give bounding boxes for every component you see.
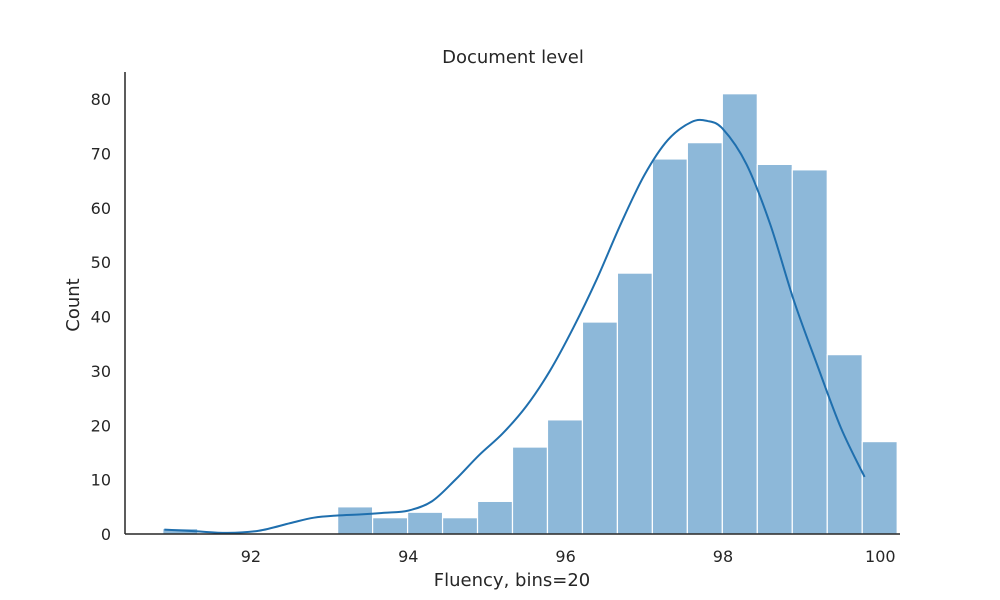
histogram-bar	[791, 169, 828, 535]
x-tick-label: 98	[713, 547, 733, 566]
y-tick-label: 70	[91, 145, 111, 164]
x-tick-label: 100	[865, 547, 896, 566]
y-tick-label: 60	[91, 199, 111, 218]
histogram-bar	[337, 506, 374, 535]
x-axis-label: Fluency, bins=20	[434, 570, 590, 591]
kde-curve	[164, 118, 866, 534]
histogram-bar	[581, 321, 619, 535]
y-ticks: 0 10 20 30 40 50 60 70 80	[91, 90, 111, 544]
x-ticks: 92 94 96 98 100	[241, 547, 896, 566]
histogram-bar	[441, 517, 479, 535]
histogram-bar	[511, 446, 549, 535]
y-axis-label: Count	[63, 278, 84, 331]
histogram-bar	[686, 142, 723, 535]
histogram-bar	[756, 163, 793, 535]
y-tick-label: 10	[91, 471, 111, 490]
x-tick-label: 94	[398, 547, 418, 566]
histogram-bar	[546, 419, 584, 535]
histogram-bar	[616, 272, 653, 535]
histogram-bar	[406, 511, 444, 535]
y-tick-label: 0	[101, 525, 111, 544]
bars-group	[162, 93, 898, 535]
histogram-bar	[372, 517, 409, 535]
y-tick-label: 20	[91, 416, 111, 435]
y-tick-label: 50	[91, 253, 111, 272]
histogram-bar	[826, 354, 863, 535]
y-tick-label: 40	[91, 308, 111, 327]
histogram-bar	[721, 93, 758, 535]
y-tick-label: 30	[91, 362, 111, 381]
x-tick-label: 96	[555, 547, 575, 566]
x-tick-label: 92	[241, 547, 261, 566]
y-tick-label: 80	[91, 90, 111, 109]
histogram-bar	[861, 441, 898, 535]
histogram-bar	[476, 500, 514, 535]
chart-title: Document level	[442, 47, 584, 68]
histogram-bar	[651, 158, 688, 535]
